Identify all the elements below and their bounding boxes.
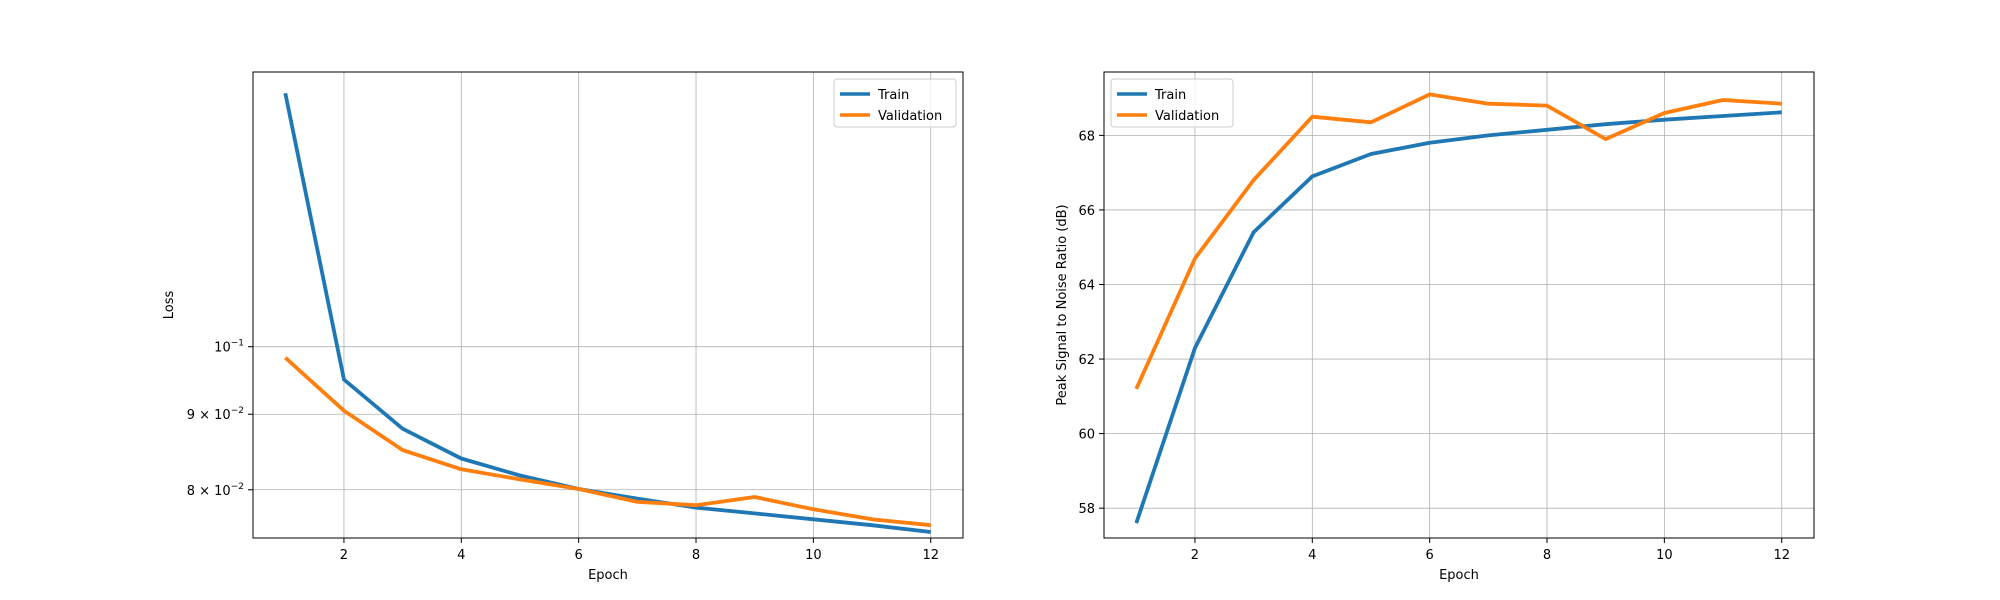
psnr-grid [1104, 72, 1814, 538]
loss-x-tick-label: 2 [340, 548, 348, 563]
loss-y-tick-label: 8 × 10−2 [187, 482, 244, 499]
psnr-legend-validation-label: Validation [1155, 109, 1219, 124]
loss-y-tick-label: 9 × 10−2 [187, 406, 244, 423]
loss-y-axis-label: Loss [162, 291, 177, 320]
loss-x-axis-label: Epoch [588, 568, 628, 583]
psnr-series [1134, 92, 1782, 524]
psnr-series-validation-line [1134, 92, 1782, 390]
psnr-series-train-line [1134, 110, 1782, 524]
loss-series [283, 92, 931, 534]
loss-x-ticks: 2 4 6 8 10 12 [340, 538, 939, 563]
loss-y-ticks: 8 × 10−2 9 × 10−2 10−1 [187, 339, 253, 499]
psnr-legend: Train Validation [1110, 78, 1234, 128]
psnr-x-axis-label: Epoch [1439, 568, 1479, 583]
loss-chart: 2 4 6 8 10 12 8 × 10−2 9 × 10−2 10−1 Epoch Loss… [162, 71, 964, 583]
psnr-axes-frame [1103, 71, 1815, 539]
psnr-y-tick-label: 60 [1078, 428, 1095, 443]
loss-legend-train-label: Train [877, 88, 909, 103]
loss-series-validation-line [284, 356, 931, 528]
psnr-x-ticks: 2 4 6 8 10 12 [1191, 538, 1790, 563]
loss-axes-frame [252, 71, 964, 539]
psnr-legend-train-label: Train [1154, 88, 1186, 103]
loss-x-tick-label: 4 [457, 548, 465, 563]
psnr-y-tick-label: 64 [1078, 278, 1095, 293]
psnr-x-tick-label: 2 [1191, 548, 1199, 563]
loss-legend: Train Validation [833, 78, 957, 128]
psnr-y-axis-label: Peak Signal to Noise Ratio (dB) [1055, 204, 1070, 405]
loss-x-tick-label: 12 [922, 548, 939, 563]
loss-y-tick-label: 10−1 [214, 339, 244, 356]
psnr-x-tick-label: 12 [1773, 548, 1790, 563]
psnr-x-tick-label: 6 [1426, 548, 1434, 563]
psnr-y-tick-label: 62 [1078, 353, 1095, 368]
loss-x-tick-label: 10 [805, 548, 822, 563]
psnr-x-tick-label: 8 [1543, 548, 1551, 563]
loss-grid [253, 72, 963, 538]
psnr-x-tick-label: 4 [1308, 548, 1316, 563]
loss-x-tick-label: 6 [575, 548, 583, 563]
psnr-x-tick-label: 10 [1656, 548, 1673, 563]
psnr-y-tick-label: 58 [1078, 502, 1095, 517]
psnr-y-tick-label: 68 [1078, 129, 1095, 144]
psnr-y-tick-label: 66 [1078, 204, 1095, 219]
loss-legend-validation-label: Validation [878, 109, 942, 124]
loss-x-tick-label: 8 [692, 548, 700, 563]
psnr-y-ticks: 58 60 62 64 66 68 [1078, 129, 1104, 517]
